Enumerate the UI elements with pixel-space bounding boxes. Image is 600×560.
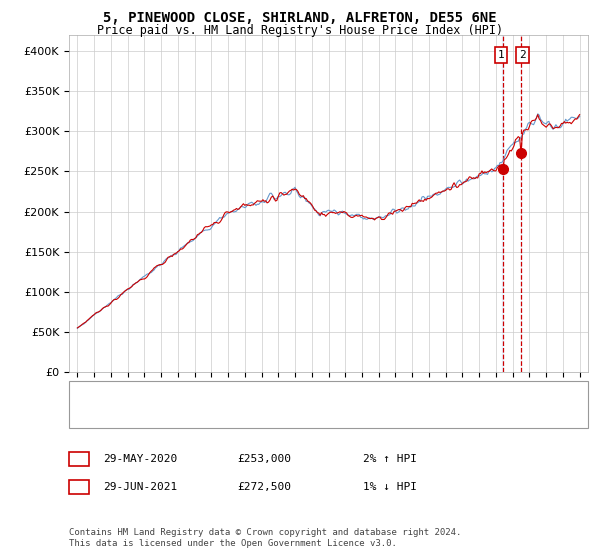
Text: £272,500: £272,500 xyxy=(237,482,291,492)
Text: 2: 2 xyxy=(519,50,526,60)
Text: 1: 1 xyxy=(75,452,82,466)
Text: 1% ↓ HPI: 1% ↓ HPI xyxy=(363,482,417,492)
Text: 29-MAY-2020: 29-MAY-2020 xyxy=(104,454,178,464)
Text: 29-JUN-2021: 29-JUN-2021 xyxy=(104,482,178,492)
Text: £253,000: £253,000 xyxy=(237,454,291,464)
Text: 2% ↑ HPI: 2% ↑ HPI xyxy=(363,454,417,464)
Text: 2: 2 xyxy=(75,480,82,494)
Text: Contains HM Land Registry data © Crown copyright and database right 2024.
This d: Contains HM Land Registry data © Crown c… xyxy=(69,528,461,548)
Text: 5, PINEWOOD CLOSE, SHIRLAND, ALFRETON, DE55 6NE: 5, PINEWOOD CLOSE, SHIRLAND, ALFRETON, D… xyxy=(103,11,497,25)
Text: Price paid vs. HM Land Registry's House Price Index (HPI): Price paid vs. HM Land Registry's House … xyxy=(97,24,503,36)
Text: 1: 1 xyxy=(498,50,505,60)
Text: HPI: Average price, detached house, North East Derbyshire: HPI: Average price, detached house, Nort… xyxy=(110,410,452,420)
Bar xyxy=(502,35,503,372)
Text: 5, PINEWOOD CLOSE, SHIRLAND, ALFRETON, DE55 6NE (detached house): 5, PINEWOOD CLOSE, SHIRLAND, ALFRETON, D… xyxy=(110,389,494,399)
